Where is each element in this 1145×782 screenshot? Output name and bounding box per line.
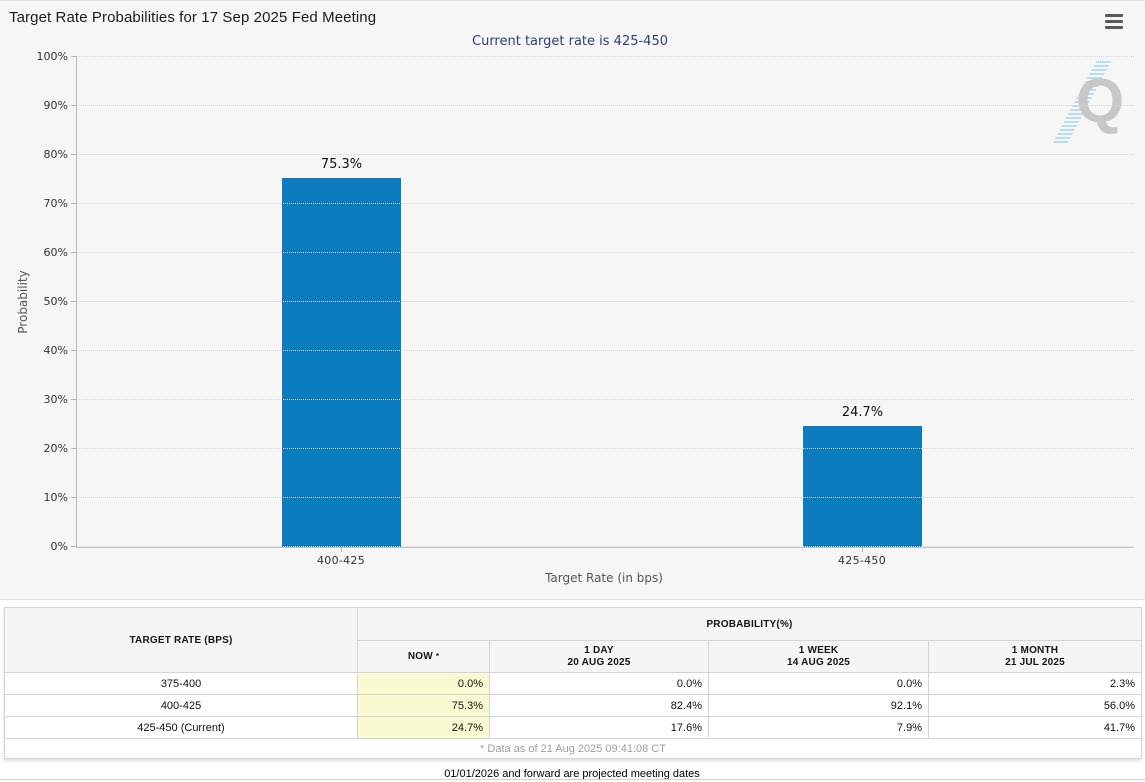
y-gridline [77, 56, 1134, 57]
bar-value-label: 24.7% [841, 404, 884, 420]
plot-area: 75.3% 24.7% 400-425 425-450 0% 10% 20% 30% 4… [37, 51, 1134, 567]
y-axis-tick [71, 448, 77, 449]
y-gridline [77, 252, 1134, 253]
y-axis-tick-label: 100% [36, 50, 68, 63]
col-header-1day: 1 DAY 20 AUG 2025 [489, 640, 709, 673]
y-axis-tick [71, 546, 77, 547]
table-footnote-row: * Data as of 21 Aug 2025 09:41:08 CT [3, 738, 1143, 759]
table-row: 375-400 0.0% 0.0% 0.0% 2.3% [4, 672, 1143, 695]
cell-1month: 2.3% [927, 672, 1143, 695]
probability-table: TARGET RATE (BPS) PROBABILITY(%) NOW * 1… [3, 607, 1143, 759]
cell-1week: 7.9% [708, 716, 929, 739]
y-axis-tick [71, 252, 77, 253]
y-gridline [77, 448, 1134, 449]
data-as-of-note: * Data as of 21 Aug 2025 09:41:08 CT [3, 738, 1143, 759]
y-gridline [77, 105, 1134, 106]
cell-rate: 400-425 [4, 694, 358, 717]
quikstrike-watermark-q: Q [1076, 67, 1125, 136]
cell-rate: 425-450 (Current) [4, 716, 358, 739]
bar-400-425[interactable] [282, 178, 401, 547]
x-axis-title: Target Rate (in bps) [545, 571, 663, 585]
col-header-1week: 1 WEEK 14 AUG 2025 [708, 640, 929, 673]
projected-dates-note: 01/01/2026 and forward are projected mee… [444, 768, 700, 780]
y-axis-tick-label: 0% [50, 540, 68, 553]
cell-1month: 41.7% [927, 716, 1143, 739]
y-axis-tick [71, 301, 77, 302]
hamburger-menu-icon[interactable] [1105, 14, 1123, 29]
cell-rate: 375-400 [4, 672, 358, 695]
y-axis-tick-label: 40% [43, 344, 68, 357]
now-asterisk: * [435, 651, 440, 661]
y-gridline [77, 154, 1134, 155]
chart-subtitle: Current target rate is 425-450 [472, 34, 668, 49]
table-row: 425-450 (Current) 24.7% 17.6% 7.9% 41.7% [4, 716, 1143, 739]
y-axis-tick [71, 399, 77, 400]
y-axis-tick-label: 80% [43, 148, 68, 161]
y-gridline [77, 546, 1134, 547]
y-axis-tick-label: 10% [43, 491, 68, 504]
now-label: NOW [407, 650, 433, 662]
x-axis-category-label: 400-425 [316, 554, 366, 567]
y-axis-tick [71, 203, 77, 204]
cell-now: 75.3% [357, 694, 490, 717]
y-axis-tick [71, 105, 77, 106]
period-date: 14 AUG 2025 [787, 656, 850, 668]
y-gridline [77, 203, 1134, 204]
col-header-probability-group: PROBABILITY(%) [356, 607, 1143, 641]
col-header-target-rate: TARGET RATE (BPS) [4, 607, 358, 673]
hamburger-bar [1105, 14, 1123, 17]
period-label: 1 MONTH [1011, 644, 1059, 656]
cell-now: 24.7% [357, 716, 490, 739]
y-axis-tick [71, 56, 77, 57]
cell-now: 0.0% [357, 672, 490, 695]
y-axis-tick [71, 350, 77, 351]
x-axis-category-label: 425-450 [837, 554, 887, 567]
x-axis-tick [341, 547, 342, 552]
period-date: 20 AUG 2025 [567, 656, 631, 668]
cell-1week: 0.0% [708, 672, 929, 695]
y-axis-title: Probability [16, 270, 30, 334]
table-row: 400-425 75.3% 82.4% 92.1% 56.0% [4, 694, 1143, 717]
probability-table-wrap: TARGET RATE (BPS) PROBABILITY(%) NOW * 1… [3, 607, 1143, 759]
cell-1day: 0.0% [489, 672, 709, 695]
cell-1week: 92.1% [708, 694, 929, 717]
cell-1day: 17.6% [489, 716, 709, 739]
x-axis-tick [862, 547, 863, 552]
chart-title: Target Rate Probabilities for 17 Sep 202… [9, 9, 377, 26]
col-header-now: NOW * [357, 640, 490, 673]
y-axis-tick-label: 60% [43, 246, 68, 259]
y-axis-tick-label: 30% [43, 393, 68, 406]
cell-1month: 56.0% [927, 694, 1143, 717]
y-axis-tick-label: 20% [43, 442, 68, 455]
y-axis-tick [71, 154, 77, 155]
period-date: 21 JUL 2025 [1005, 656, 1065, 668]
y-gridline [77, 399, 1134, 400]
fedwatch-chart-panel: Target Rate Probabilities for 17 Sep 202… [0, 0, 1145, 600]
footer-divider [0, 779, 1145, 780]
hamburger-bar [1105, 20, 1123, 23]
y-gridline [77, 350, 1134, 351]
period-label: 1 WEEK [798, 644, 839, 656]
period-label: 1 DAY [584, 644, 614, 656]
y-gridline [77, 301, 1134, 302]
y-axis-tick-label: 70% [43, 197, 68, 210]
y-axis-tick-label: 90% [43, 99, 68, 112]
bar-425-450[interactable] [803, 425, 922, 547]
y-axis-tick-label: 50% [43, 295, 68, 308]
bar-value-label: 75.3% [320, 157, 363, 173]
cell-1day: 82.4% [489, 694, 709, 717]
col-header-1month: 1 MONTH 21 JUL 2025 [927, 640, 1143, 673]
hamburger-bar [1105, 26, 1123, 29]
y-gridline [77, 497, 1134, 498]
y-axis-tick [71, 497, 77, 498]
